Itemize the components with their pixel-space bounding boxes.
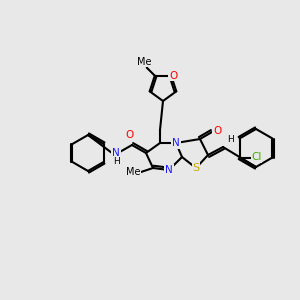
Text: N: N	[172, 138, 180, 148]
Text: O: O	[169, 71, 177, 81]
Text: Me: Me	[136, 57, 151, 67]
Text: S: S	[192, 163, 200, 173]
Text: H: H	[226, 136, 233, 145]
Text: H: H	[112, 157, 119, 166]
Text: O: O	[213, 126, 221, 136]
Text: N: N	[165, 165, 173, 175]
Text: Cl: Cl	[251, 152, 262, 163]
Text: O: O	[125, 130, 133, 140]
Text: Me: Me	[126, 167, 140, 177]
Text: N: N	[112, 148, 120, 158]
